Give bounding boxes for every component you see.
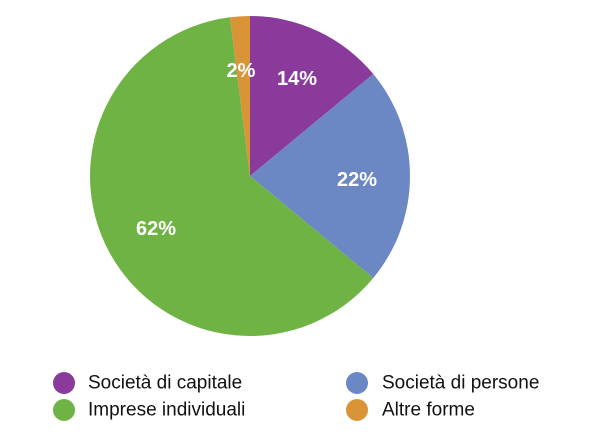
legend-label: Altre forme — [382, 400, 475, 421]
pie-slice — [250, 16, 374, 176]
legend-swatch — [346, 372, 368, 394]
pie-slices — [89, 16, 410, 337]
pie-slice — [250, 74, 410, 278]
slice-label: 62% — [136, 218, 176, 240]
pie-slice-labels: 14% 22% 62% 2% — [136, 60, 377, 240]
legend-label: Società di capitale — [88, 373, 242, 394]
legend-item-societa-di-persone: Società di persone — [346, 372, 539, 394]
legend-swatch — [346, 399, 368, 421]
slice-label: 14% — [277, 68, 317, 90]
slice-label: 2% — [227, 60, 256, 82]
legend-item-imprese-individuali: Imprese individuali — [53, 399, 245, 421]
legend-label: Società di persone — [382, 373, 539, 394]
legend-label: Imprese individuali — [88, 400, 245, 421]
legend-swatch — [53, 372, 75, 394]
pie-slice — [89, 17, 374, 337]
pie-slice — [229, 16, 250, 176]
legend-item-altre-forme: Altre forme — [346, 399, 475, 421]
legend-item-societa-di-capitale: Società di capitale — [53, 372, 242, 394]
slice-label: 22% — [337, 169, 377, 191]
legend-swatch — [53, 399, 75, 421]
legend: Società di capitale Società di persone I… — [53, 372, 539, 421]
